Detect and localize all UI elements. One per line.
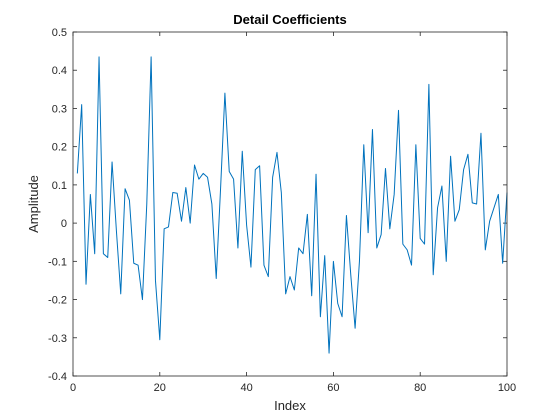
x-axis-label: Index	[274, 398, 306, 413]
y-tick-label: 0.1	[52, 180, 67, 192]
y-tick-label: 0	[61, 218, 67, 230]
series-line	[76, 56, 508, 354]
x-tick-label: 0	[70, 382, 76, 394]
y-tick-label: 0.3	[52, 103, 67, 115]
x-tick-label: 100	[498, 382, 516, 394]
chart-title: Detail Coefficients	[233, 12, 346, 27]
y-tick-label: -0.1	[48, 256, 67, 268]
y-tick-label: -0.4	[48, 371, 67, 383]
y-axis-label: Amplitude	[26, 175, 41, 233]
y-axis-ticks: -0.4 -0.3 -0.2 -0.1 0 0.1 0.2 0.3 0.4 0.5	[48, 27, 507, 383]
y-tick-label: 0.2	[52, 142, 67, 154]
x-tick-label: 60	[327, 382, 339, 394]
y-tick-label: -0.3	[48, 333, 67, 345]
plot-background	[73, 32, 507, 376]
x-tick-label: 40	[240, 382, 252, 394]
y-tick-label: 0.4	[52, 65, 67, 77]
x-tick-label: 20	[154, 382, 166, 394]
plot-frame	[72, 31, 508, 377]
x-tick-label: 80	[414, 382, 426, 394]
y-tick-label: 0.5	[52, 27, 67, 39]
y-tick-label: -0.2	[48, 295, 67, 307]
x-axis-ticks: 0 20 40 60 80 100	[70, 32, 516, 394]
